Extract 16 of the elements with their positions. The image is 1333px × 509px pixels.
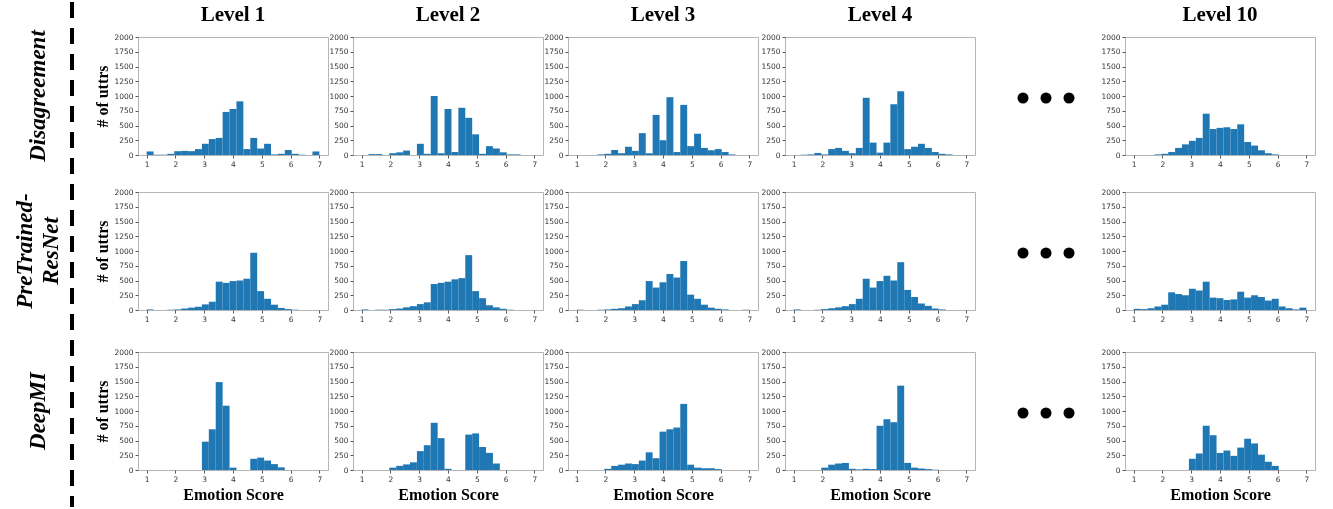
chart-title: Level 4 bbox=[847, 2, 913, 26]
y-axis-title: # of uttrs bbox=[94, 65, 112, 128]
chart-title: Level 1 bbox=[200, 2, 266, 26]
chart-title: Level 3 bbox=[630, 2, 696, 26]
chart-title: Level 10 bbox=[1182, 2, 1258, 26]
x-axis-title: Emotion Score bbox=[398, 486, 499, 503]
x-axis-title: Emotion Score bbox=[1170, 486, 1271, 503]
x-axis-title: Emotion Score bbox=[183, 486, 284, 503]
x-axis-title: Emotion Score bbox=[830, 486, 931, 503]
y-axis-title: # of uttrs bbox=[94, 220, 112, 283]
chart-title: Level 2 bbox=[415, 2, 481, 26]
y-axis-title: # of uttrs bbox=[94, 380, 112, 443]
text: DeepMI bbox=[25, 370, 51, 452]
x-axis-title: Emotion Score bbox=[613, 486, 714, 503]
text: PreTrained-ResNet bbox=[12, 192, 64, 311]
text: Disagreement bbox=[25, 28, 51, 164]
